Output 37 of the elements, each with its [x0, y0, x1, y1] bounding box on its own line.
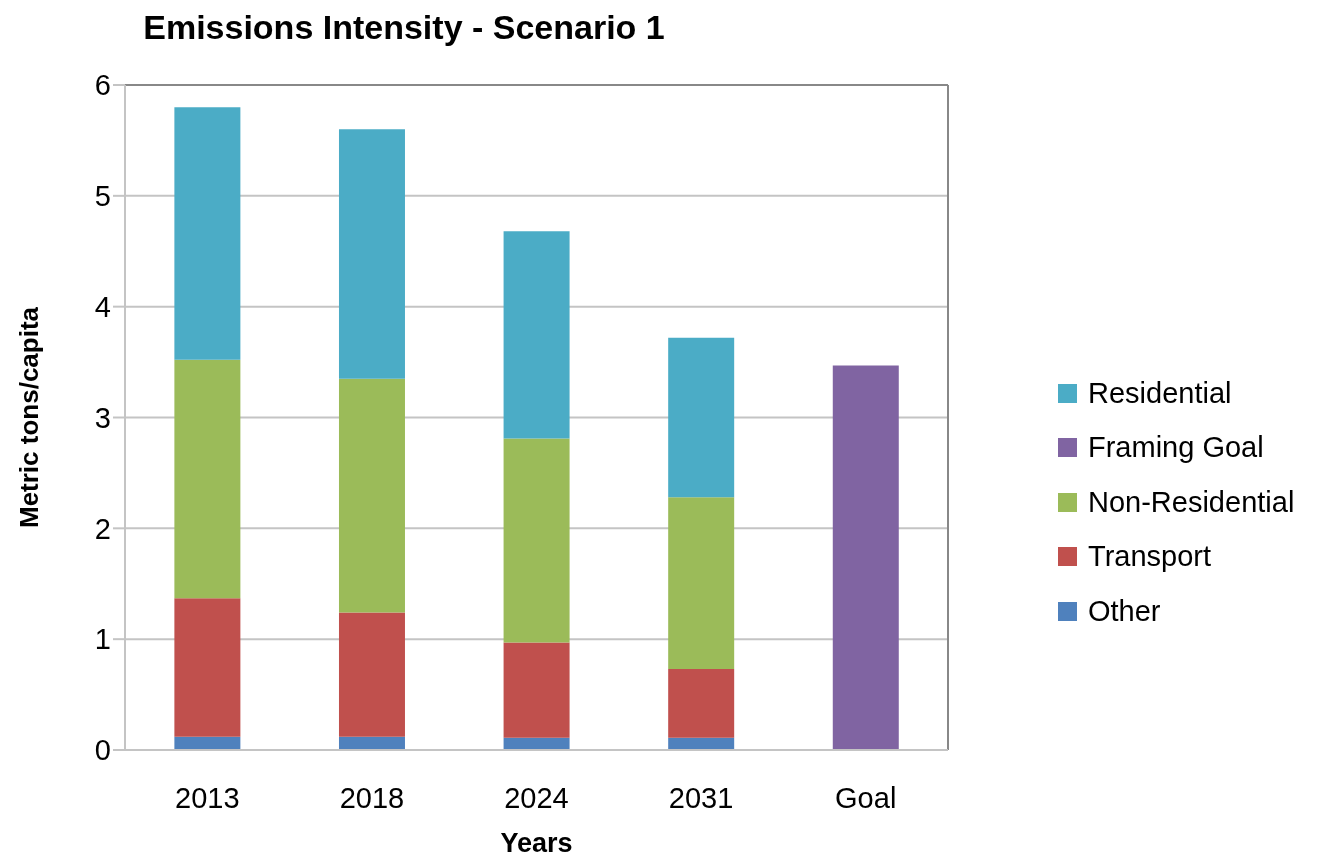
bar: [174, 598, 241, 737]
x-tick-label: 2024: [504, 781, 569, 814]
bar: [174, 359, 241, 599]
y-tick-label: 6: [94, 69, 111, 102]
x-tick-label: 2031: [668, 781, 734, 814]
bar: [503, 231, 570, 439]
x-tick-label: 2013: [175, 781, 240, 814]
bar: [338, 612, 405, 737]
legend-label: Non-Residential: [1088, 485, 1295, 519]
x-tick-label: Goal: [835, 781, 897, 814]
y-tick-label: 0: [94, 734, 111, 767]
legend-label: Other: [1088, 594, 1161, 628]
bar: [832, 365, 899, 750]
legend-label: Transport: [1088, 540, 1212, 574]
y-tick-label: 1: [94, 623, 111, 656]
y-tick-label: 2: [94, 512, 111, 545]
bar: [668, 337, 735, 498]
y-tick-label: 4: [94, 290, 111, 323]
bar: [174, 736, 241, 750]
x-axis-title: Years: [500, 828, 573, 858]
bar: [338, 378, 405, 613]
y-tick-label: 5: [94, 180, 111, 213]
bar: [338, 736, 405, 750]
bar: [503, 737, 570, 750]
bar: [503, 438, 570, 643]
chart-title: Emissions Intensity - Scenario 1: [142, 8, 666, 47]
bar: [668, 737, 735, 750]
bar: [174, 107, 241, 360]
bar: [668, 497, 735, 670]
legend-label: Framing Goal: [1088, 431, 1264, 465]
bar: [668, 669, 735, 738]
y-tick-label: 3: [94, 401, 111, 434]
y-axis-title: Metric tons/capita: [14, 306, 44, 529]
legend-label: Residential: [1088, 376, 1232, 410]
bar: [338, 129, 405, 379]
x-tick-label: 2018: [339, 781, 405, 814]
bar: [503, 642, 570, 738]
